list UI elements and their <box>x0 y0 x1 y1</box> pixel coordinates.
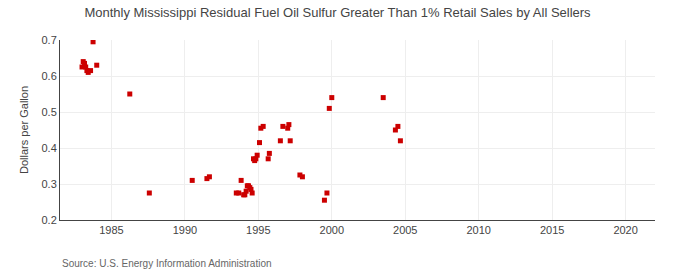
svg-text:2010: 2010 <box>466 224 490 236</box>
svg-text:0.7: 0.7 <box>42 34 57 46</box>
svg-text:0.6: 0.6 <box>42 70 57 82</box>
svg-text:0.2: 0.2 <box>42 214 57 226</box>
svg-text:2000: 2000 <box>320 224 344 236</box>
svg-text:2020: 2020 <box>613 224 637 236</box>
svg-text:1985: 1985 <box>99 224 123 236</box>
svg-text:Monthly Mississippi Residual F: Monthly Mississippi Residual Fuel Oil Su… <box>84 5 591 20</box>
svg-text:0.3: 0.3 <box>42 178 57 190</box>
svg-text:0.4: 0.4 <box>42 142 57 154</box>
svg-text:2005: 2005 <box>393 224 417 236</box>
svg-text:2015: 2015 <box>540 224 564 236</box>
svg-text:Dollars per Gallon: Dollars per Gallon <box>18 86 30 174</box>
svg-text:1990: 1990 <box>173 224 197 236</box>
svg-text:1995: 1995 <box>246 224 270 236</box>
svg-text:0.5: 0.5 <box>42 106 57 118</box>
svg-text:Source: U.S. Energy Informatio: Source: U.S. Energy Information Administ… <box>62 258 272 269</box>
